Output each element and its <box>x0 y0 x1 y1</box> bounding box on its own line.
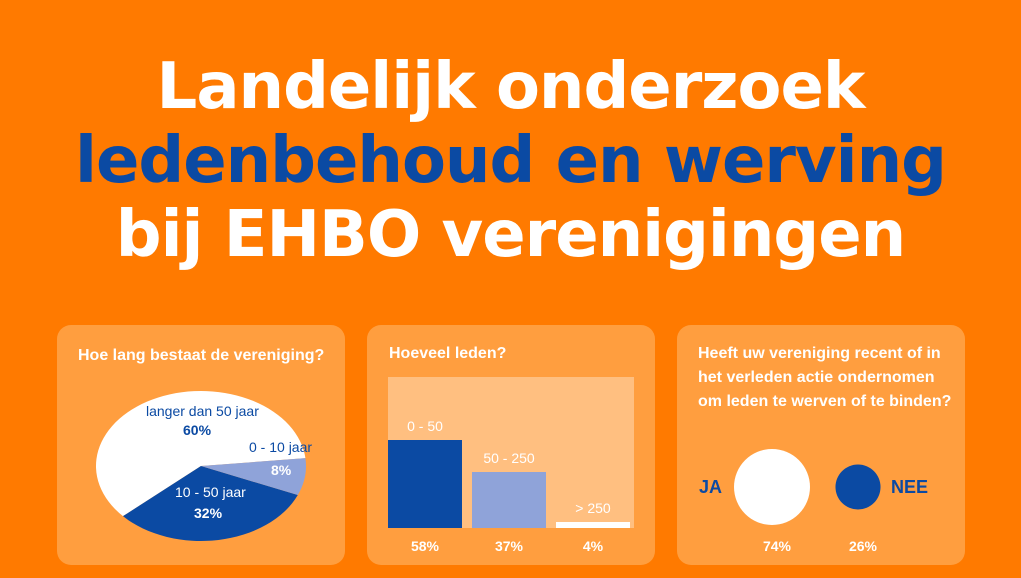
pie-slice-10-50 <box>122 466 298 541</box>
no-circle <box>835 464 881 510</box>
pie-value-10-50: 32% <box>194 505 223 521</box>
bar-plot-area <box>388 377 634 528</box>
bar-50-250 <box>472 472 546 528</box>
title-line-3: bij EHBO verenigingen <box>115 198 906 272</box>
action-question-line-1: Heeft uw vereniging recent of in <box>698 345 941 362</box>
age-question: Hoe lang bestaat de vereniging? <box>78 347 325 364</box>
age-pie-chart <box>95 390 306 541</box>
pie-slice-0-10 <box>201 458 306 496</box>
pie-value-older-50: 60% <box>183 422 212 438</box>
age-panel: Hoe lang bestaat de vereniging? langer d… <box>57 325 345 565</box>
title-line-2: ledenbehoud en werving <box>75 124 947 198</box>
members-panel: Hoeveel leden? 0 - 50 50 - 250 > 250 58%… <box>367 325 655 565</box>
no-label: NEE <box>891 477 929 497</box>
pie-label-0-10: 0 - 10 jaar <box>249 439 313 455</box>
pie-slice-older-50 <box>95 390 306 517</box>
action-panel: Heeft uw vereniging recent of in het ver… <box>677 325 965 565</box>
pie-value-0-10: 8% <box>271 462 292 478</box>
pie-label-10-50: 10 - 50 jaar <box>175 484 246 500</box>
no-value: 26% <box>848 538 878 554</box>
yes-label: JA <box>699 477 723 497</box>
bar-label-0-50: 0 - 50 <box>407 418 443 435</box>
title-line-1: Landelijk onderzoek <box>156 50 866 124</box>
bar-value-50-250: 37% <box>494 538 524 554</box>
pie-label-older-50: langer dan 50 jaar <box>146 403 259 419</box>
bar-value-over-250: 4% <box>582 538 604 554</box>
bar-label-over-250: > 250 <box>575 499 611 516</box>
answer-circles <box>734 449 881 525</box>
bar-value-0-50: 58% <box>410 538 440 554</box>
members-question: Hoeveel leden? <box>389 345 507 362</box>
bar-0-50 <box>388 440 462 528</box>
bar-over-250 <box>556 521 630 528</box>
yes-value: 74% <box>762 538 792 554</box>
action-question-line-2: het verleden actie ondernomen <box>698 369 935 386</box>
bar-label-50-250: 50 - 250 <box>483 450 535 467</box>
action-question-line-3: om leden te werven of te binden? <box>698 393 952 410</box>
yes-circle <box>734 449 810 525</box>
